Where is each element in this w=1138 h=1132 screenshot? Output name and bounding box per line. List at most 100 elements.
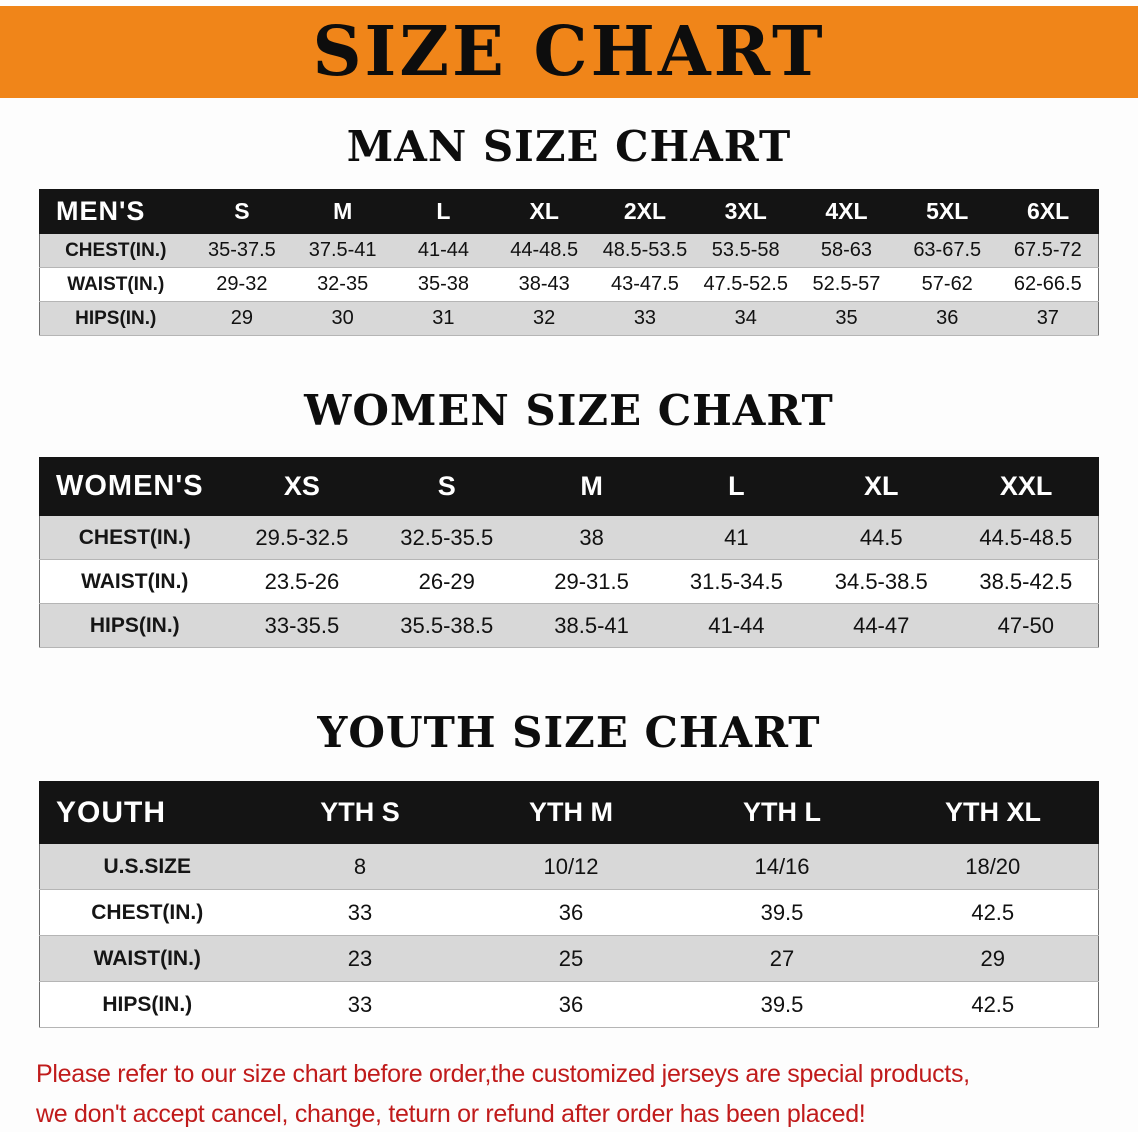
men-size-col: L — [392, 189, 495, 234]
table-cell: 47-50 — [953, 603, 1099, 648]
row-label: CHEST(IN.) — [39, 515, 230, 560]
women-size-col: XXL — [953, 457, 1099, 516]
table-cell: 35 — [796, 301, 897, 336]
men-size-col: 3XL — [694, 189, 797, 234]
table-cell: 44.5-48.5 — [953, 515, 1099, 560]
men-chest-row: CHEST(IN.) 35-37.5 37.5-41 41-44 44-48.5… — [39, 233, 1099, 268]
table-cell: 41-44 — [663, 603, 809, 648]
men-size-col: 6XL — [997, 189, 1099, 234]
table-cell: 33 — [254, 889, 466, 936]
women-size-col: L — [663, 457, 810, 516]
youth-size-col: YTH M — [465, 781, 677, 844]
table-cell: 63-67.5 — [896, 233, 998, 268]
men-size-col: S — [191, 189, 293, 234]
table-cell: 10/12 — [465, 843, 677, 890]
youth-size-table: YOUTH YTH S YTH M YTH L YTH XL U.S.SIZE … — [39, 781, 1099, 1028]
table-cell: 32 — [493, 301, 595, 336]
women-size-col: M — [518, 457, 665, 516]
table-cell: 47.5-52.5 — [695, 267, 797, 302]
men-size-col: 5XL — [896, 189, 999, 234]
women-chest-row: CHEST(IN.) 29.5-32.5 32.5-35.5 38 41 44.… — [39, 515, 1099, 560]
footer-note-line2: we don't accept cancel, change, teturn o… — [36, 1100, 866, 1128]
table-cell: 37.5-41 — [292, 233, 394, 268]
table-cell: 29.5-32.5 — [229, 515, 375, 560]
table-cell: 14/16 — [676, 843, 888, 890]
women-size-table: WOMEN'S XS S M L XL XXL CHEST(IN.) 29.5-… — [39, 457, 1099, 648]
table-cell: 36 — [465, 889, 677, 936]
youth-ussize-row: U.S.SIZE 8 10/12 14/16 18/20 — [39, 843, 1099, 890]
table-cell: 35.5-38.5 — [374, 603, 520, 648]
row-label: U.S.SIZE — [39, 843, 255, 890]
table-cell: 29-31.5 — [519, 559, 664, 604]
table-cell: 35-37.5 — [191, 233, 293, 268]
women-size-col: XS — [229, 457, 375, 516]
table-cell: 57-62 — [896, 267, 998, 302]
men-hips-row: HIPS(IN.) 29 30 31 32 33 34 35 36 37 — [39, 301, 1099, 336]
table-cell: 67.5-72 — [997, 233, 1099, 268]
men-header-label: MEN'S — [39, 189, 192, 234]
table-cell: 62-66.5 — [997, 267, 1099, 302]
row-label: WAIST(IN.) — [39, 935, 255, 982]
men-size-col: XL — [493, 189, 596, 234]
women-size-col: XL — [808, 457, 955, 516]
youth-chest-row: CHEST(IN.) 33 36 39.5 42.5 — [39, 889, 1099, 936]
row-label: HIPS(IN.) — [39, 301, 192, 336]
table-cell: 37 — [997, 301, 1099, 336]
table-cell: 23.5-26 — [229, 559, 375, 604]
table-cell: 36 — [465, 981, 677, 1028]
youth-size-col: YTH L — [676, 781, 888, 844]
table-cell: 30 — [292, 301, 394, 336]
table-cell: 43-47.5 — [594, 267, 696, 302]
youth-size-col: YTH S — [254, 781, 466, 844]
table-cell: 38-43 — [493, 267, 595, 302]
row-label: WAIST(IN.) — [39, 559, 230, 604]
table-cell: 38.5-42.5 — [953, 559, 1099, 604]
row-label: CHEST(IN.) — [39, 889, 255, 936]
women-section-title: WOMEN SIZE CHART — [304, 386, 834, 435]
women-size-col: S — [373, 457, 520, 516]
table-cell: 41-44 — [393, 233, 494, 268]
men-header-row: MEN'S S M L XL 2XL 3XL 4XL 5XL 6XL — [39, 189, 1099, 234]
table-cell: 27 — [676, 935, 888, 982]
table-cell: 39.5 — [676, 889, 888, 936]
table-cell: 42.5 — [887, 981, 1099, 1028]
youth-size-col: YTH XL — [887, 781, 1099, 844]
youth-header-label: YOUTH — [39, 781, 255, 844]
table-cell: 33 — [254, 981, 466, 1028]
table-cell: 34 — [695, 301, 797, 336]
footer-note-line1: Please refer to our size chart before or… — [36, 1060, 970, 1088]
men-size-table: MEN'S S M L XL 2XL 3XL 4XL 5XL 6XL CHEST… — [39, 189, 1099, 336]
table-cell: 33-35.5 — [229, 603, 375, 648]
table-cell: 38.5-41 — [519, 603, 664, 648]
row-label: WAIST(IN.) — [39, 267, 192, 302]
footer-note: Please refer to our size chart before or… — [36, 1054, 1138, 1132]
youth-hips-row: HIPS(IN.) 33 36 39.5 42.5 — [39, 981, 1099, 1028]
table-cell: 29 — [887, 935, 1099, 982]
table-cell: 44-48.5 — [493, 233, 595, 268]
table-cell: 39.5 — [676, 981, 888, 1028]
table-cell: 31.5-34.5 — [663, 559, 809, 604]
table-cell: 29 — [191, 301, 293, 336]
men-size-col: 4XL — [795, 189, 898, 234]
table-cell: 53.5-58 — [695, 233, 797, 268]
table-cell: 58-63 — [796, 233, 897, 268]
table-cell: 8 — [254, 843, 466, 890]
table-cell: 26-29 — [374, 559, 520, 604]
women-header-row: WOMEN'S XS S M L XL XXL — [39, 457, 1099, 516]
men-section-title: MAN SIZE CHART — [346, 122, 792, 171]
table-cell: 32-35 — [292, 267, 394, 302]
banner-title: SIZE CHART — [312, 12, 826, 92]
women-waist-row: WAIST(IN.) 23.5-26 26-29 29-31.5 31.5-34… — [39, 559, 1099, 604]
table-cell: 25 — [465, 935, 677, 982]
women-header-label: WOMEN'S — [39, 457, 230, 516]
table-cell: 52.5-57 — [796, 267, 897, 302]
table-cell: 23 — [254, 935, 466, 982]
row-label: HIPS(IN.) — [39, 981, 255, 1028]
table-cell: 29-32 — [191, 267, 293, 302]
table-cell: 33 — [594, 301, 696, 336]
table-cell: 42.5 — [887, 889, 1099, 936]
table-cell: 41 — [663, 515, 809, 560]
size-chart-banner: SIZE CHART — [0, 6, 1138, 98]
table-cell: 44.5 — [808, 515, 954, 560]
row-label: HIPS(IN.) — [39, 603, 230, 648]
